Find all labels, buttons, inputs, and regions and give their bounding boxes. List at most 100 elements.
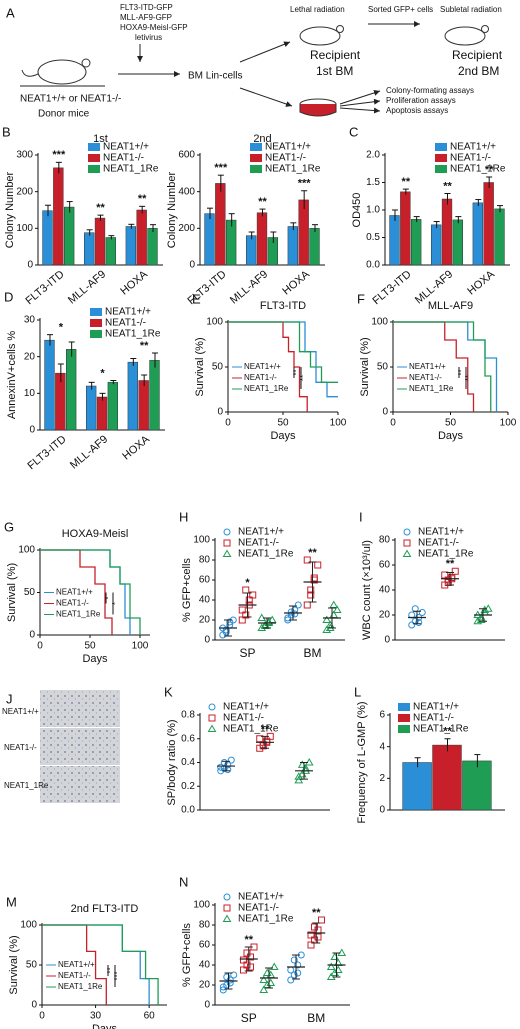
y-tick-label: 80 — [199, 920, 211, 931]
legend-swatch — [398, 725, 410, 733]
mouse-tail — [21, 69, 39, 77]
survival-curve — [40, 549, 113, 635]
point — [245, 596, 253, 604]
point — [290, 956, 298, 964]
legend-swatch — [403, 539, 411, 547]
bar — [215, 183, 226, 266]
bar — [452, 219, 463, 266]
x-axis-label: Days — [82, 653, 108, 665]
significance: ** — [138, 193, 147, 205]
y-tick-label: 2 — [379, 773, 385, 784]
legend-swatch — [435, 143, 447, 151]
legend-label: NEAT1+/+ — [418, 527, 464, 538]
significance: ** — [261, 723, 270, 735]
y-tick-label: 100 — [206, 317, 223, 328]
panel-letter: G — [4, 519, 14, 534]
legend-swatch — [208, 714, 216, 722]
x-axis-label: Days — [92, 1023, 118, 1029]
significance: * — [59, 322, 64, 334]
x-tick-label: BM — [304, 646, 322, 660]
point — [310, 574, 318, 582]
legend-label: NEAT1+/+ — [223, 702, 269, 713]
legend-label: NEAT1+/+ — [56, 588, 93, 597]
point — [294, 961, 302, 969]
panel-letter: C — [349, 124, 358, 139]
point — [330, 952, 340, 960]
panel-letter: J — [6, 691, 13, 706]
legend-label: NEAT1+/+ — [244, 362, 281, 371]
point — [290, 971, 298, 979]
y-tick-label: 0 — [27, 260, 33, 271]
y-axis-label: Frequency of L-GMP (%) — [356, 701, 368, 823]
legend-label: NEAT1+/+ — [450, 142, 496, 153]
donor: NEAT1+/+ or NEAT1-/- — [20, 94, 121, 105]
y-tick-label: 40 — [199, 960, 211, 971]
point — [284, 614, 292, 622]
panel-a: A FLT3-ITD-GFP MLL-AF9-GFP HOXA9-Meisl-G… — [6, 3, 503, 120]
legend-swatch — [223, 539, 231, 547]
y-tick-label: 80 — [379, 535, 391, 546]
point — [223, 973, 231, 981]
point — [326, 962, 336, 970]
y-tick-label: 40 — [379, 585, 391, 596]
legend-label: NEAT1_1Re — [105, 329, 161, 340]
bar — [149, 360, 160, 431]
point — [247, 963, 254, 971]
legend-label: NEAT1-/- — [244, 373, 277, 382]
bar — [127, 361, 138, 431]
recipient: Recipient — [452, 48, 503, 62]
point — [314, 933, 322, 941]
x-tick-label: 100 — [132, 641, 149, 652]
y-axis-label: AnnexinV+cells % — [6, 331, 18, 420]
survival-curve — [40, 549, 141, 635]
y-axis-label: % GFP+cells — [181, 558, 193, 622]
point — [287, 966, 295, 974]
bar — [42, 210, 53, 266]
legend-label: NEAT1-/- — [105, 318, 146, 329]
x-tick-label: SP — [239, 646, 255, 660]
y-tick-label: 80 — [199, 555, 211, 566]
y-axis-label: OD450 — [351, 193, 363, 228]
significance: ** — [308, 547, 317, 559]
y-tick-label: 300 — [16, 150, 33, 161]
legend-label: NEAT1_1Re — [238, 549, 294, 560]
y-tick-label: 30 — [24, 315, 36, 326]
point — [307, 591, 315, 599]
y-tick-label: 0 — [29, 630, 35, 641]
dish — [299, 104, 337, 117]
arrow — [239, 41, 291, 63]
y-tick-label: 600 — [178, 150, 195, 161]
legend-label: NEAT1_1Re — [103, 164, 159, 175]
y-tick-label: 0 — [217, 407, 223, 418]
legend-swatch — [90, 308, 102, 316]
legend-swatch — [222, 914, 232, 922]
point — [219, 986, 227, 994]
arrow — [339, 90, 381, 105]
panel-letter: B — [2, 124, 11, 139]
point — [415, 619, 423, 626]
y-tick-label: 0.5 — [366, 232, 380, 243]
x-tick-label: 50 — [277, 418, 289, 429]
x-tick-label: SP — [241, 1011, 257, 1025]
point — [294, 601, 302, 609]
recipient: 2nd BM — [458, 64, 499, 78]
bar — [53, 167, 64, 266]
significance: * — [104, 596, 113, 599]
x-tick-label: FLT3-ITD — [25, 433, 68, 472]
recipient: Recipient — [310, 48, 361, 62]
micrograph — [40, 690, 120, 727]
y-tick-label: 100 — [18, 545, 35, 556]
point — [408, 621, 416, 629]
y-axis-label: Colony Number — [4, 171, 16, 248]
legend-label: NEAT1-/- — [103, 153, 144, 164]
x-tick-label: 0 — [390, 418, 396, 429]
point — [322, 615, 332, 623]
y-tick-label: 2.0 — [366, 150, 380, 161]
legend-swatch — [88, 154, 100, 162]
x-tick-label: 30 — [90, 1011, 102, 1022]
y-tick-label: 60 — [199, 575, 211, 586]
legend-label: NEAT1-/- — [223, 713, 264, 724]
bar — [483, 182, 494, 266]
